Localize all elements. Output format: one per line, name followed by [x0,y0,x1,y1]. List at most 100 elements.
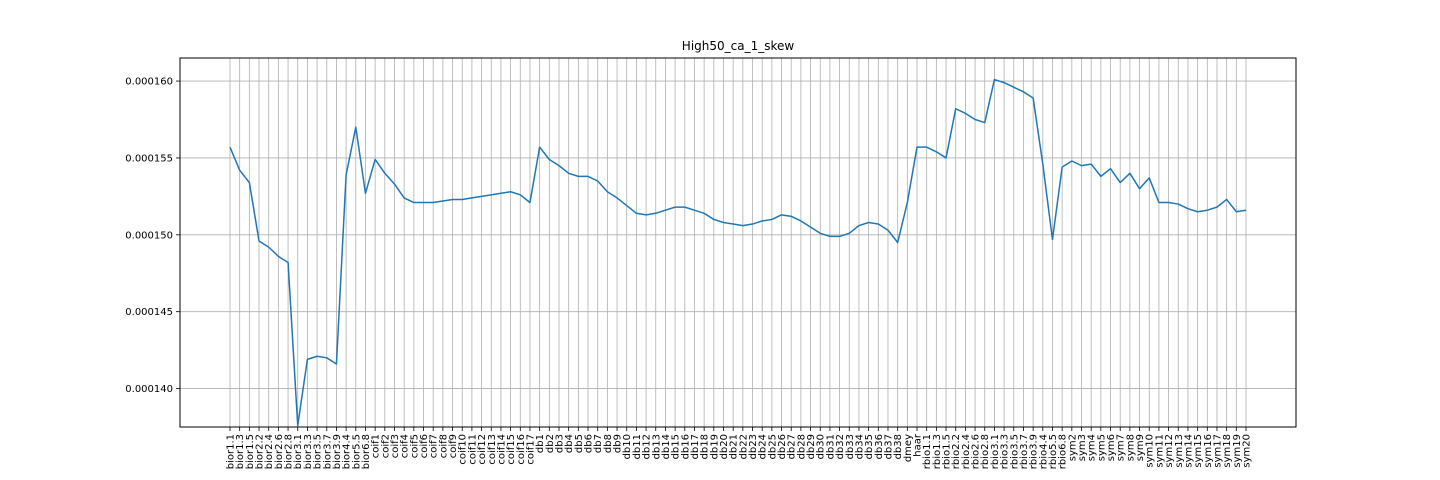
x-tick-label: db32 [835,434,846,459]
x-tick-label: rbio3.7 [1019,434,1030,469]
y-tick-label: 0.000145 [125,307,173,318]
x-tick-label: bior5.5 [351,434,362,469]
x-tick-label: db20 [719,434,730,459]
x-tick-label: db24 [758,434,769,459]
x-tick-label: bior2.8 [284,434,295,469]
x-tick-label: sym6 [1106,434,1117,461]
x-tick-label: rbio2.4 [961,434,972,469]
chart-title: High50_ca_1_skew [682,39,795,53]
x-tick-label: bior1.5 [245,434,256,469]
y-tick-label: 0.000140 [125,384,173,395]
x-tick-label: db14 [661,434,672,459]
x-tick-label: bior3.7 [322,434,333,469]
plot-frame [179,57,1297,428]
x-tick-label: bior2.6 [274,434,285,469]
x-axis: bior1.1bior1.3bior1.5bior2.2bior2.4bior2… [226,427,1253,469]
x-tick-label: db16 [680,434,691,459]
x-tick-label: sym17 [1212,434,1223,468]
x-tick-label: sym7 [1116,434,1127,461]
series-line [229,78,1247,427]
x-tick-label: coif1 [371,434,382,458]
x-tick-label: db30 [816,434,827,459]
x-tick-label: coif11 [467,434,478,465]
x-tick-label: rbio1.1 [922,434,933,469]
x-tick-label: rbio6.8 [1058,434,1069,469]
x-tick-label: coif2 [380,434,391,458]
x-tick-label: sym13 [1174,434,1185,468]
x-tick-label: sym14 [1183,434,1194,468]
x-tick-label: bior4.4 [342,434,353,469]
x-tick-label: sym8 [1125,434,1136,461]
x-tick-label: db19 [709,434,720,459]
x-tick-label: sym9 [1135,434,1146,461]
x-tick-label: coif12 [477,434,488,465]
x-tick-label: db11 [632,434,643,459]
x-tick-label: coif15 [506,434,517,465]
x-tick-label: sym16 [1203,434,1214,468]
x-tick-label: rbio1.3 [932,434,943,469]
x-tick-label: db4 [564,434,575,453]
y-axis: 0.000140 0.000145 0.000150 0.000155 0.000160 [125,77,180,395]
x-tick-label: rbio1.5 [942,434,953,469]
x-tick-label: bior3.3 [303,434,314,469]
x-tick-label: rbio2.2 [951,434,962,469]
x-tick-label: sym20 [1242,434,1253,468]
x-tick-label: db10 [622,434,633,459]
y-tick-label: 0.000155 [125,153,173,164]
x-tick-label: coif14 [496,434,507,465]
x-tick-label: db34 [854,434,865,459]
x-tick-label: bior3.5 [313,434,324,469]
x-tick-label: db9 [613,434,624,453]
x-tick-label: rbio2.6 [971,434,982,469]
x-tick-label: bior2.2 [255,434,266,469]
grid [180,58,1296,427]
x-tick-label: db15 [671,434,682,459]
y-tick-label: 0.000160 [125,77,173,88]
x-tick-label: rbio5.5 [1048,434,1059,469]
x-tick-label: sym4 [1087,434,1098,461]
x-tick-label: sym10 [1145,434,1156,468]
x-tick-label: coif7 [429,434,440,458]
x-tick-label: db2 [545,434,556,453]
y-tick-label: 0.000150 [125,230,173,241]
x-tick-label: db17 [690,434,701,459]
x-tick-label: db26 [777,434,788,459]
x-tick-label: db18 [700,434,711,459]
x-tick-label: rbio3.5 [1009,434,1020,469]
x-tick-label: db23 [748,434,759,459]
x-tick-label: bior3.9 [332,434,343,469]
x-tick-label: db12 [642,434,653,459]
x-tick-label: bior1.1 [226,434,237,469]
x-tick-label: db38 [893,434,904,459]
x-tick-label: bior2.4 [264,434,275,469]
x-tick-label: haar [913,433,924,457]
x-tick-label: db3 [554,434,565,453]
x-tick-label: sym3 [1077,434,1088,461]
x-tick-label: coif10 [458,434,469,465]
x-tick-label: sym18 [1222,434,1233,468]
x-tick-label: db36 [874,434,885,459]
x-tick-label: sym19 [1232,434,1243,468]
x-tick-label: coif3 [390,434,401,458]
x-tick-label: db25 [767,434,778,459]
x-tick-label: coif8 [438,434,449,458]
x-tick-label: bior6.8 [361,434,372,469]
x-tick-label: db22 [738,434,749,459]
x-tick-label: db35 [864,434,875,459]
x-tick-label: db13 [651,434,662,459]
x-tick-label: db5 [574,434,585,453]
x-tick-label: sym5 [1096,434,1107,461]
x-tick-label: dmey [903,434,914,462]
x-tick-label: coif4 [400,434,411,458]
x-tick-label: rbio3.9 [1029,434,1040,469]
x-tick-label: coif9 [448,434,459,458]
x-tick-label: bior3.1 [293,434,304,469]
x-tick-label: db6 [584,434,595,453]
x-tick-label: rbio2.8 [980,434,991,469]
x-tick-label: db31 [825,434,836,459]
x-tick-label: db29 [806,434,817,459]
x-tick-label: db7 [593,434,604,453]
x-tick-label: db28 [796,434,807,459]
x-tick-label: coif5 [409,434,420,458]
